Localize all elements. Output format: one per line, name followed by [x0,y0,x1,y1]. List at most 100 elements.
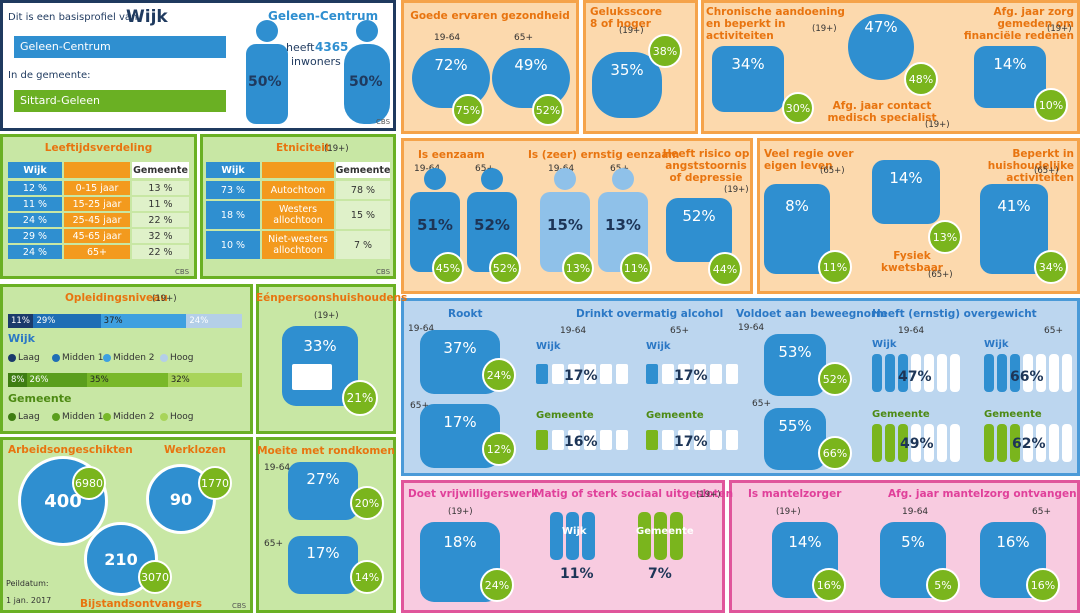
table-cell: 12 % [8,181,62,195]
glass-icon [616,364,628,384]
panel [0,284,253,434]
label: 65+ [410,401,429,411]
label: 49% [900,436,934,452]
qualifier: (19+) [776,507,801,517]
table-cell: 22 % [132,213,189,227]
label: Gemeente [8,392,72,405]
glass-icon [584,430,596,450]
glass-icon [694,430,706,450]
panel-title: Matig of sterk sociaal uitgesloten [534,488,734,500]
label: Wijk [872,339,897,350]
select[interactable]: Sittard-Geleen [14,90,226,112]
panel-title: Beperkt in huishoudelijke activiteiten [987,148,1074,184]
label: Gemeente [984,409,1042,420]
panel-title: Drinkt overmatig alcohol [576,308,724,320]
label: 19-64 [264,463,291,473]
legend-dot [103,413,111,421]
wijk-value: 5% [880,522,946,598]
label: 65+ [264,539,283,549]
person-icon [924,424,934,462]
header-cell [262,162,334,178]
person-icon [1049,354,1059,392]
person-icon [638,512,651,560]
label: Midden 1 [62,412,104,422]
panel-title: Is eenzaam [418,149,485,161]
person-icon [1023,424,1033,462]
glass-icon [600,364,612,384]
gemeente-value: 24% [482,358,516,392]
label: CBS [376,118,391,126]
label: 62% [1012,436,1046,452]
person-icon [911,354,921,392]
table-cell: 25-45 jaar [64,213,130,227]
label: Wijk [8,332,35,345]
qualifier: (19+) [724,185,749,195]
table-cell: 0-15 jaar [64,181,130,195]
qualifier: (65+) [928,270,953,280]
gemeente-value: 24% [480,568,514,602]
label: Hoog [170,412,194,422]
glass-icon [710,364,722,384]
person-icon [898,424,908,462]
gemeente-value: 6980 [72,466,106,500]
gemeente-value: 13% [562,252,594,284]
label: CBS [376,268,391,276]
table-cell: 45-65 jaar [64,229,130,243]
table-cell: Wijk [206,162,260,178]
label: 4365 [315,40,349,54]
panel-title: Fysiek kwetsbaar [881,250,943,274]
table-cell: 15-25 jaar [64,197,130,211]
glass-icon [600,430,612,450]
legend-dot [103,354,111,362]
glass-icon [568,364,580,384]
glass-icon [726,430,738,450]
label: Wijk [562,526,587,537]
person-head [424,168,446,190]
house-icon [292,364,332,390]
gemeente-value: 21% [342,380,378,416]
qualifier: (19+) [448,507,473,517]
person-icon [924,354,934,392]
person-icon [550,512,563,560]
label: 65+ [752,399,771,409]
glass-icon [662,430,674,450]
panel-title: Is mantelzorger [748,488,842,500]
table-cell: Niet-westers allochtoon [262,231,334,259]
person-icon [911,424,921,462]
label: 16% [564,434,598,450]
gemeente-value: 16% [812,568,846,602]
label: 50% [349,74,383,90]
label: Midden 2 [113,412,155,422]
wijk-value: 53% [764,334,826,396]
gemeente-value: 16% [1026,568,1060,602]
panel-title: Leeftijdsverdeling [44,142,153,154]
bar-segment: 8% [8,373,27,387]
label: Gemeente [872,409,930,420]
gemeente-value: 66% [818,436,852,470]
label: CBS [232,602,247,610]
person-icon [1023,354,1033,392]
person-icon [1062,424,1072,462]
label: 65+ [1032,507,1051,517]
table-cell: Gemeente [132,162,189,178]
gemeente-value: 13% [928,220,962,254]
person-icon [1036,354,1046,392]
table-cell: 73 % [206,181,260,199]
person-icon [566,512,579,560]
person-icon [937,424,947,462]
label: CBS [175,268,190,276]
label: Gemeente [536,410,594,421]
table-cell: 24 % [8,245,62,259]
label: In de gemeente: [8,70,91,81]
panel-title: Bijstandsontvangers [80,598,202,610]
table-cell: 65+ [64,245,130,259]
glass-icon [710,430,722,450]
glass-icon [646,430,658,450]
glass-icon [678,364,690,384]
table-cell: 29 % [8,229,62,243]
select[interactable]: Geleen-Centrum [14,36,226,58]
glass-icon [646,364,658,384]
label: 19-64 [902,507,929,517]
label: Gemeente [636,526,694,537]
label: heeft [286,41,315,54]
